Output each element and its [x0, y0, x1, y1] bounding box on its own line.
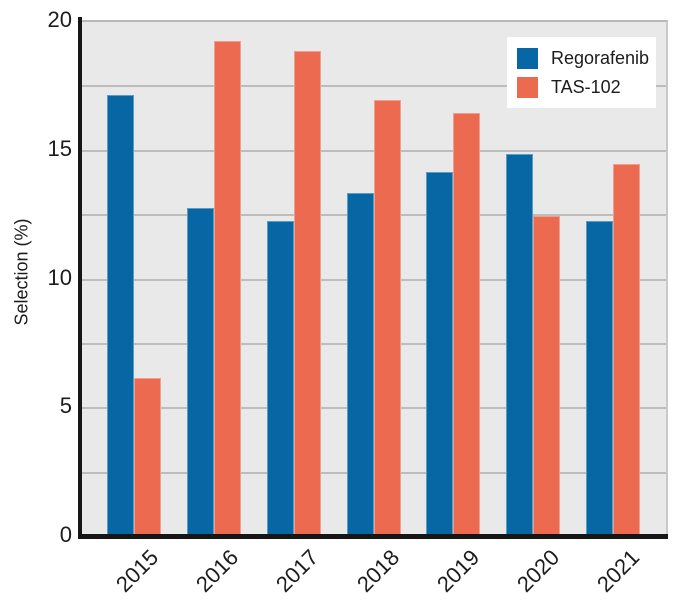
- bar-group-2016: [186, 40, 241, 535]
- bar-tas-102-2019: [453, 112, 481, 535]
- y-tick-label: 0: [59, 522, 72, 547]
- bar-group-2017: [266, 50, 321, 535]
- y-tick-label: 5: [59, 393, 72, 419]
- bar-regorafenib-2015: [106, 94, 134, 535]
- legend-swatch-regorafenib: [517, 48, 538, 69]
- legend-swatch-tas-102: [517, 77, 538, 98]
- bar-regorafenib-2019: [426, 171, 454, 535]
- legend-item-regorafenib: Regorafenib: [517, 48, 656, 69]
- bar-regorafenib-2020: [506, 153, 534, 535]
- bar-regorafenib-2016: [186, 207, 214, 535]
- y-tick-label: 15: [47, 135, 72, 161]
- bar-groups: [81, 22, 666, 535]
- legend-item-tas-102: TAS-102: [517, 77, 656, 98]
- bar-group-2019: [426, 112, 481, 535]
- bar-group-2021: [586, 164, 641, 535]
- legend: Regorafenib TAS-102: [507, 37, 656, 108]
- y-tick-label: 20: [47, 7, 72, 32]
- bar-group-2020: [506, 153, 561, 535]
- bar-regorafenib-2021: [586, 220, 614, 535]
- bar-tas-102-2015: [133, 377, 161, 535]
- x-axis-line: [78, 534, 668, 539]
- legend-label-tas-102: TAS-102: [551, 77, 621, 97]
- bar-tas-102-2021: [613, 164, 641, 535]
- bar-group-2018: [346, 99, 401, 535]
- legend-label-regorafenib: Regorafenib: [551, 48, 650, 68]
- bar-regorafenib-2017: [266, 220, 294, 535]
- y-axis-line: [78, 17, 82, 539]
- bar-group-2015: [106, 94, 161, 535]
- gridline: [81, 85, 666, 88]
- bar-tas-102-2016: [213, 40, 241, 535]
- y-tick-label: 10: [47, 264, 72, 290]
- bar-tas-102-2020: [533, 215, 561, 535]
- bar-regorafenib-2018: [346, 192, 374, 535]
- bar-tas-102-2017: [293, 50, 321, 535]
- bar-tas-102-2018: [373, 99, 401, 535]
